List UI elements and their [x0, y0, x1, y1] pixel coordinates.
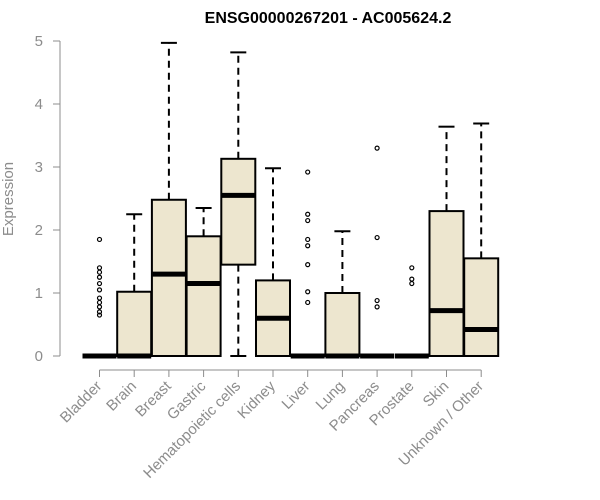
- y-tick-label-2: 2: [35, 222, 43, 239]
- box-10: [430, 127, 464, 356]
- box-rect-7: [325, 293, 359, 356]
- outlier-0-6: [98, 282, 102, 286]
- outlier-0-7: [98, 275, 102, 279]
- y-axis-label: Expression: [0, 162, 17, 236]
- outlier-9-2: [410, 266, 414, 270]
- outlier-8-2: [375, 236, 379, 240]
- outlier-6-4: [306, 237, 310, 241]
- box-0: [83, 237, 117, 356]
- box-6: [291, 170, 325, 356]
- outlier-6-7: [306, 170, 310, 174]
- x-tick-label-5: Kidney: [234, 377, 279, 422]
- chart-title: ENSG00000267201 - AC005624.2: [205, 10, 452, 27]
- outlier-9-0: [410, 282, 414, 286]
- plot-area: [83, 43, 499, 356]
- box-11: [464, 124, 498, 356]
- y-axis: 0 1 2 3 4 5: [35, 33, 60, 365]
- outlier-8-1: [375, 299, 379, 303]
- boxplot-chart: ENSG00000267201 - AC005624.2 Expression …: [0, 0, 600, 500]
- outlier-8-3: [375, 146, 379, 150]
- outlier-6-0: [306, 300, 310, 304]
- y-tick-label-5: 5: [35, 33, 43, 50]
- outlier-9-1: [410, 277, 414, 281]
- box-rect-1: [117, 292, 151, 356]
- outlier-0-9: [98, 266, 102, 270]
- box-5: [256, 168, 290, 356]
- box-7: [325, 231, 359, 356]
- outlier-0-8: [98, 270, 102, 274]
- outlier-8-0: [375, 305, 379, 309]
- outlier-0-4: [98, 296, 102, 300]
- outlier-0-3: [98, 300, 102, 304]
- box-2: [152, 43, 186, 356]
- outlier-6-2: [306, 263, 310, 267]
- box-3: [187, 208, 221, 356]
- y-tick-label-4: 4: [35, 96, 43, 113]
- box-9: [395, 266, 429, 356]
- y-tick-label-3: 3: [35, 159, 43, 176]
- outlier-0-10: [98, 237, 102, 241]
- box-8: [360, 146, 394, 356]
- outlier-6-6: [306, 212, 310, 216]
- box-rect-11: [464, 258, 498, 356]
- y-tick-label-0: 0: [35, 348, 43, 365]
- outlier-0-2: [98, 305, 102, 309]
- y-tick-label-1: 1: [35, 285, 43, 302]
- box-rect-2: [152, 200, 186, 356]
- outlier-6-3: [306, 244, 310, 248]
- x-tick-label-0: Bladder: [57, 378, 106, 427]
- box-1: [117, 214, 151, 356]
- outlier-0-5: [98, 288, 102, 292]
- outlier-6-5: [306, 219, 310, 223]
- box-rect-10: [430, 211, 464, 356]
- outlier-6-1: [306, 290, 310, 294]
- box-rect-3: [187, 236, 221, 356]
- x-tick-label-6: Liver: [279, 378, 314, 413]
- box-4: [221, 52, 255, 356]
- box-rect-4: [221, 159, 255, 265]
